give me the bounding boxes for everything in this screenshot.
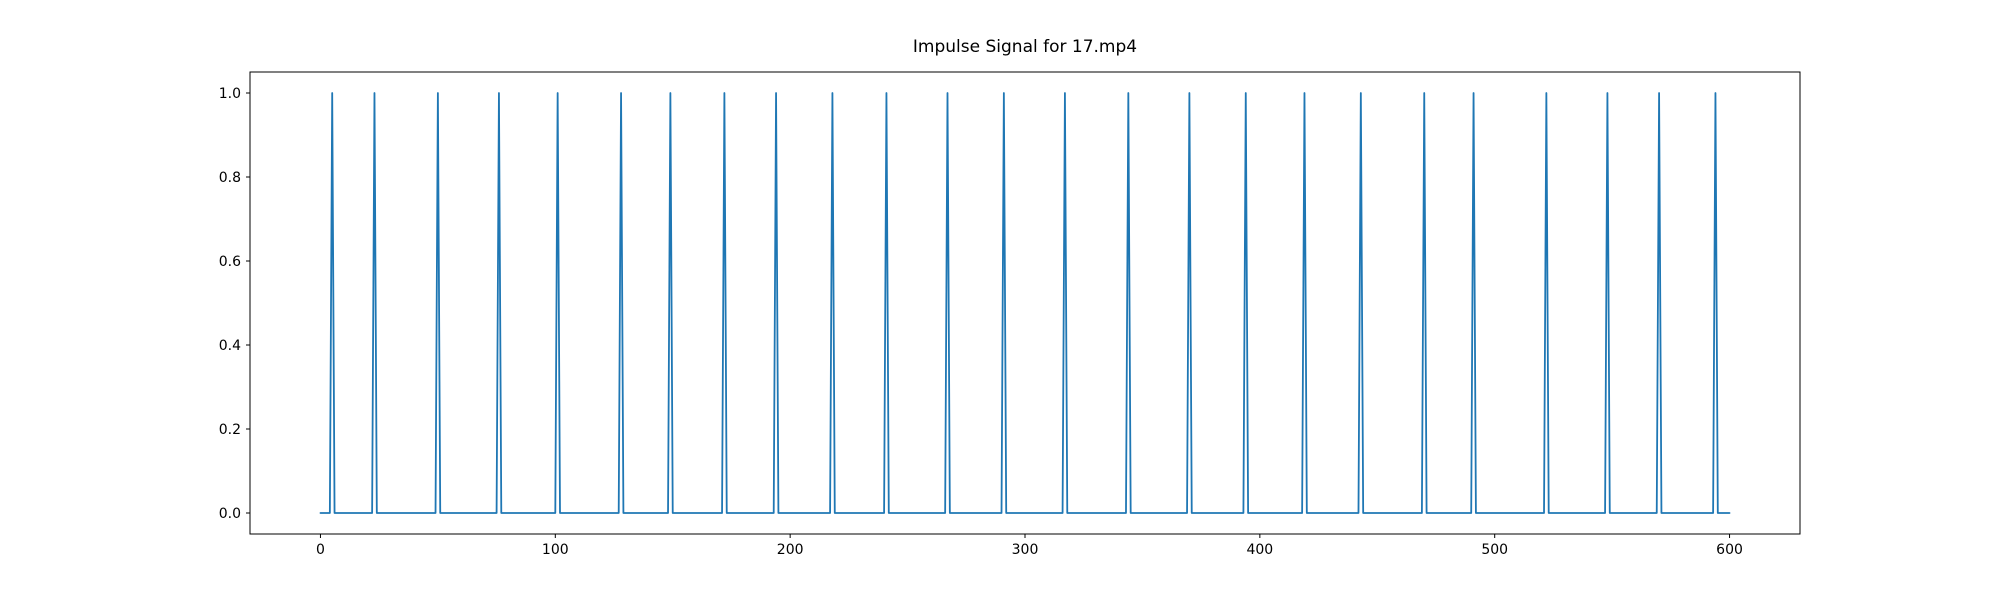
- x-tick-label: 600: [1716, 542, 1743, 558]
- x-tick-label: 200: [777, 542, 804, 558]
- x-tick-label: 0: [316, 542, 325, 558]
- chart-title: Impulse Signal for 17.mp4: [912, 37, 1138, 57]
- y-tick-label: 0.2: [219, 422, 241, 438]
- y-tick-label: 0.4: [219, 338, 241, 354]
- y-tick-label: 0.8: [219, 170, 241, 186]
- x-tick-label: 500: [1481, 542, 1508, 558]
- x-tick-label: 100: [542, 542, 569, 558]
- signal-line: [319, 92, 1731, 514]
- y-tick-label: 0.6: [219, 254, 241, 270]
- x-tick-label: 400: [1246, 542, 1273, 558]
- x-tick-label: 300: [1012, 542, 1039, 558]
- y-tick-label: 0.0: [219, 506, 241, 522]
- axes-frame: [249, 71, 1801, 535]
- y-tick-label: 1.0: [219, 86, 241, 102]
